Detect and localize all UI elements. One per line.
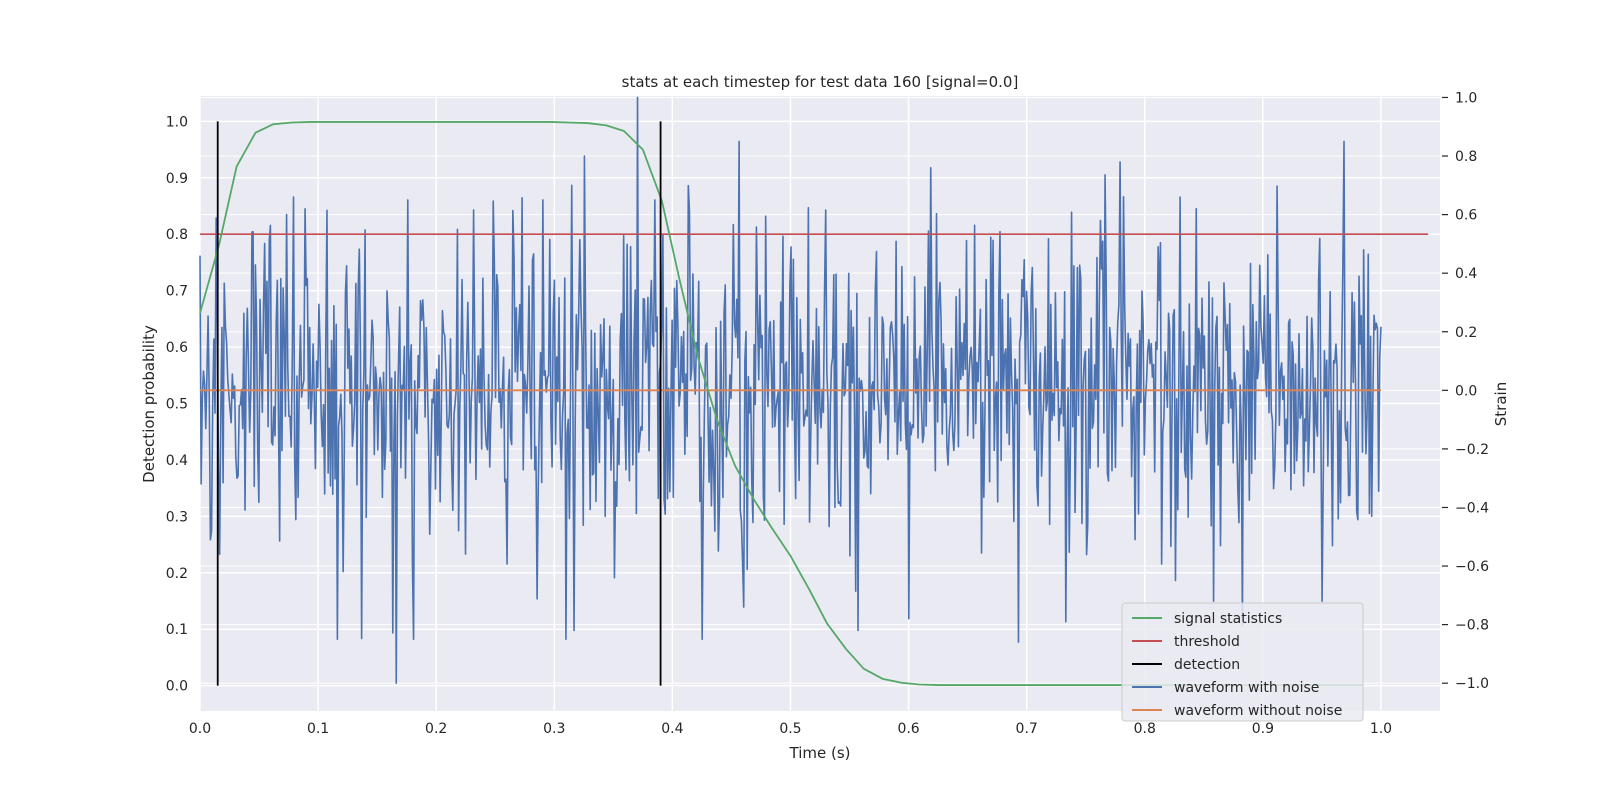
x-tick-label: 0.8 — [1134, 721, 1156, 737]
x-tick-label: 1.0 — [1370, 721, 1392, 737]
x-tick-label: 0.7 — [1016, 721, 1038, 737]
y-axis-right-ticks: −1.0 −0.8 −0.6 −0.4 −0.2 0.0 0.2 0.4 0.6 0.8 1.0 — [1442, 90, 1489, 692]
x-axis-ticks: 0.0 0.1 0.2 0.3 0.4 0.5 0.6 0.7 0.8 0.9 1.0 — [189, 721, 1392, 737]
x-tick-label: 0.5 — [779, 721, 801, 737]
y-right-tick-label: −0.2 — [1455, 442, 1489, 458]
y-tick-label: 0.3 — [166, 509, 188, 525]
y-right-tick-label: 0.0 — [1455, 383, 1477, 399]
y-right-tick-label: −0.4 — [1455, 500, 1489, 516]
x-axis-label: Time (s) — [789, 744, 851, 762]
legend-label: threshold — [1174, 634, 1240, 650]
x-tick-label: 0.6 — [897, 721, 919, 737]
y-tick-label: 0.1 — [166, 622, 188, 638]
y-tick-label: 0.7 — [166, 284, 188, 300]
y-right-tick-label: 1.0 — [1455, 90, 1477, 106]
y-tick-label: 1.0 — [166, 114, 188, 130]
legend-items: signal statistics threshold detection wavef… — [1132, 611, 1342, 719]
y-tick-label: 0.4 — [166, 453, 188, 469]
y-tick-label: 0.5 — [166, 397, 188, 413]
series-waveform-with-noise — [199, 96, 1382, 684]
y-right-tick-label: 0.4 — [1455, 266, 1477, 282]
y-axis-right-label: Strain — [1492, 382, 1510, 426]
series-layer — [199, 96, 1429, 686]
x-tick-label: 0.3 — [543, 721, 565, 737]
y-axis-label: Detection probability — [140, 325, 158, 483]
y-right-tick-label: −0.6 — [1455, 559, 1489, 575]
y-tick-label: 0.8 — [166, 227, 188, 243]
chart-title: stats at each timestep for test data 160… — [622, 73, 1019, 91]
x-tick-label: 0.9 — [1252, 721, 1274, 737]
series-signal-statistics — [199, 121, 1364, 686]
y-tick-label: 0.2 — [166, 566, 188, 582]
x-tick-label: 0.4 — [661, 721, 683, 737]
y-right-tick-label: −1.0 — [1455, 676, 1489, 692]
legend-box — [1121, 602, 1364, 722]
y-right-tick-label: 0.6 — [1455, 208, 1477, 224]
y-right-tick-label: 0.2 — [1455, 325, 1477, 341]
legend-label: waveform with noise — [1174, 680, 1319, 696]
y-right-tick-label: 0.8 — [1455, 149, 1477, 165]
x-tick-label: 0.2 — [425, 721, 447, 737]
y-tick-label: 0.9 — [166, 171, 188, 187]
y-axis-left-ticks: 0.0 0.1 0.2 0.3 0.4 0.5 0.6 0.7 0.8 0.9 1.0 — [166, 114, 188, 694]
legend: signal statistics threshold detection wavef… — [1121, 602, 1364, 722]
legend-label: waveform without noise — [1174, 703, 1342, 719]
x-tick-label: 0.0 — [189, 721, 211, 737]
y-tick-label: 0.6 — [166, 340, 188, 356]
x-tick-label: 0.1 — [307, 721, 329, 737]
legend-label: signal statistics — [1174, 611, 1282, 627]
y-right-tick-label: −0.8 — [1455, 618, 1489, 634]
y-tick-label: 0.0 — [166, 679, 188, 695]
legend-label: detection — [1174, 657, 1240, 673]
